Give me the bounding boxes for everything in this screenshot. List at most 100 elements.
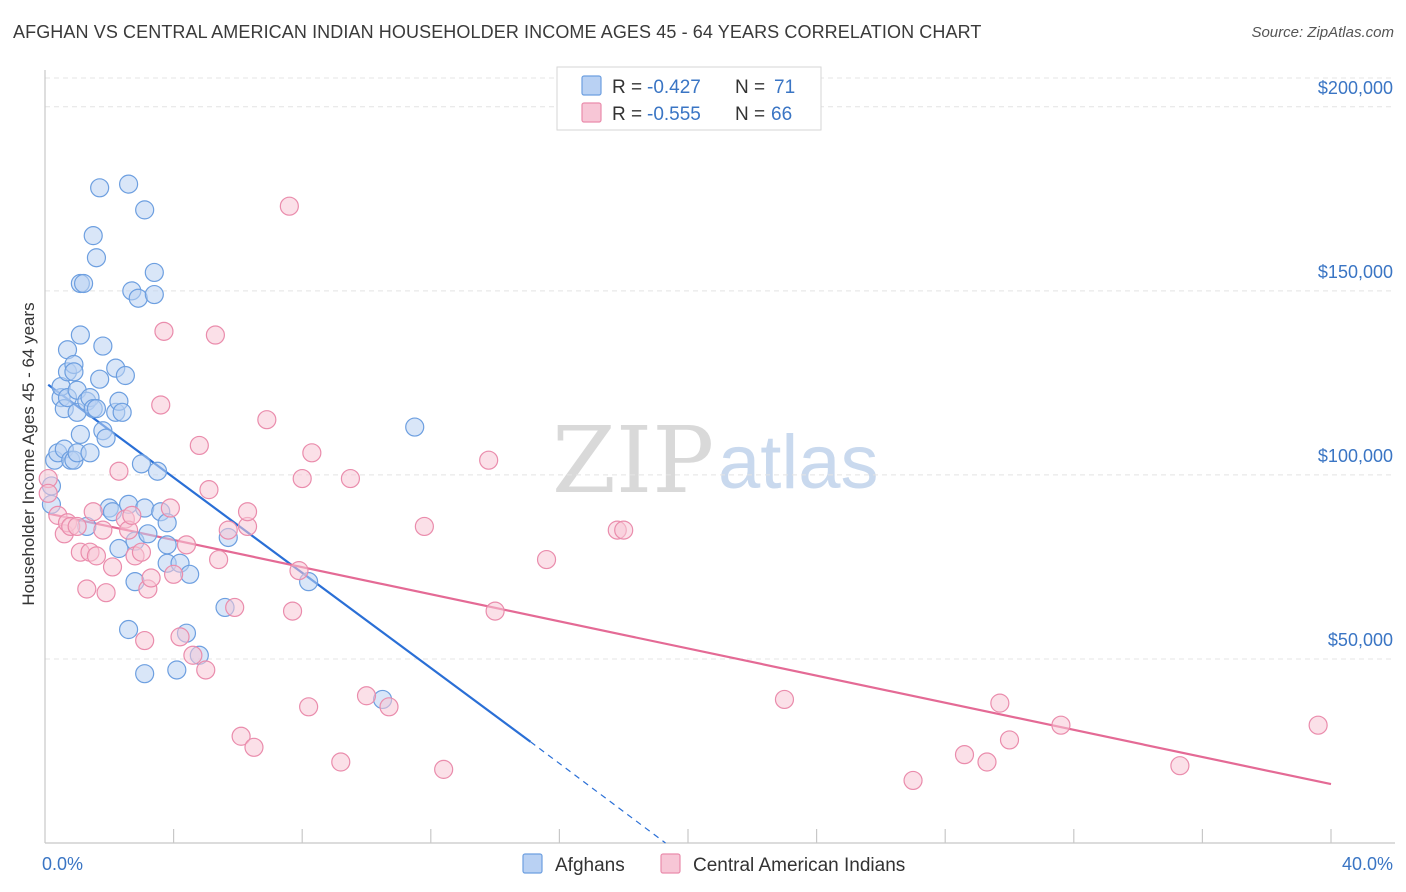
y-axis-label: Householder Income Ages 45 - 64 years xyxy=(19,302,38,605)
watermark: ZIP atlas xyxy=(552,407,879,514)
cai-point xyxy=(38,483,58,503)
cai-point xyxy=(83,502,103,522)
cai-point xyxy=(96,583,116,603)
chart-title: AFGHAN VS CENTRAL AMERICAN INDIAN HOUSEH… xyxy=(13,22,982,42)
cai-point xyxy=(340,468,361,489)
cai-point xyxy=(135,630,155,651)
cai-point xyxy=(93,520,113,540)
legend-r-label-1: R = xyxy=(612,77,642,98)
grid xyxy=(45,77,1395,660)
afghans-point xyxy=(131,454,152,474)
cai-point xyxy=(299,697,319,717)
afghans-legend-swatch xyxy=(581,75,602,96)
cai-point xyxy=(154,321,174,341)
y-tick-label: $100,000 xyxy=(1318,446,1393,466)
cai-point xyxy=(990,693,1010,713)
legend-n-value-2: 66 xyxy=(771,104,792,125)
legend-r-label-2: R = xyxy=(612,104,642,125)
afghans-point xyxy=(180,564,200,584)
cai-point xyxy=(218,520,238,540)
cai-point xyxy=(67,516,87,537)
legend-n-value-1: 71 xyxy=(774,77,795,98)
y-tick-label: $150,000 xyxy=(1318,262,1393,282)
afghans-point xyxy=(64,362,84,382)
x-tick-label: 40.0% xyxy=(1342,854,1393,874)
cai-point xyxy=(302,443,322,463)
stats-legend: R = -0.427 N = 71 R = -0.555 N = 66 xyxy=(556,66,822,131)
cai-point xyxy=(183,645,203,665)
cai-point xyxy=(109,461,129,481)
afghans-point xyxy=(90,369,110,389)
afghans-point xyxy=(86,399,107,419)
afghans-point xyxy=(70,325,90,345)
afghans-point xyxy=(144,284,164,305)
cai-series-swatch xyxy=(660,853,681,874)
data-points xyxy=(38,174,1328,791)
afghans-point xyxy=(128,288,148,308)
afghans-point xyxy=(405,417,425,437)
afghans-point xyxy=(112,402,132,422)
afghans-point xyxy=(157,535,177,555)
cai-point xyxy=(199,480,219,500)
y-tick-label: $200,000 xyxy=(1318,78,1393,98)
cai-point xyxy=(434,759,454,779)
cai-point xyxy=(205,325,225,345)
afghans-point xyxy=(86,248,107,268)
cai-point xyxy=(209,549,229,570)
cai-point xyxy=(954,745,975,765)
afghans-point xyxy=(109,538,129,559)
cai-point xyxy=(614,520,634,540)
cai-point xyxy=(999,730,1020,750)
cai-point xyxy=(774,689,795,710)
cai-point xyxy=(1051,715,1071,735)
cai-point xyxy=(225,597,245,618)
cai-point xyxy=(151,395,171,415)
afghans-series-swatch xyxy=(522,853,543,874)
cai-point xyxy=(196,660,216,680)
afghans-point xyxy=(135,200,155,220)
cai-point xyxy=(903,770,923,791)
afghans-trendline-extension xyxy=(530,741,666,844)
cai-point xyxy=(279,196,299,216)
x-tick-label: 0.0% xyxy=(42,854,83,874)
watermark-zip: ZIP xyxy=(552,407,714,514)
legend-n-label-1: N = xyxy=(735,77,765,98)
cai-point xyxy=(356,686,377,706)
trendlines xyxy=(47,383,1332,844)
cai-point xyxy=(231,726,251,746)
afghans-point xyxy=(135,664,155,684)
cai-point xyxy=(1308,715,1328,735)
legend-r-value-1: -0.427 xyxy=(647,77,701,98)
cai-point xyxy=(292,468,312,489)
legend-n-label-2: N = xyxy=(735,104,765,125)
cai-point xyxy=(257,410,277,430)
afghans-point xyxy=(96,428,116,448)
series-name-afghans: Afghans xyxy=(555,855,625,876)
cai-point xyxy=(176,535,197,555)
cai-point xyxy=(164,564,184,584)
afghans-point xyxy=(73,273,94,294)
cai-point xyxy=(237,502,258,522)
cai-point xyxy=(102,557,123,577)
cai-legend-swatch xyxy=(581,102,602,123)
cai-point xyxy=(289,561,309,581)
cai-point xyxy=(122,505,142,525)
series-legend: Afghans Central American Indians xyxy=(522,853,905,876)
afghans-point xyxy=(144,262,164,283)
afghans-point xyxy=(118,174,139,194)
cai-point xyxy=(160,498,180,518)
source-credit: Source: ZipAtlas.com xyxy=(1251,24,1394,41)
afghans-point xyxy=(115,365,135,386)
cai-point xyxy=(86,546,107,566)
cai-point xyxy=(1170,756,1190,776)
afghans-point xyxy=(70,424,90,445)
afghans-point xyxy=(167,660,187,680)
cai-point xyxy=(282,601,303,621)
cai-point xyxy=(536,549,557,570)
afghans-point xyxy=(138,524,158,544)
series-name-cai: Central American Indians xyxy=(693,855,905,876)
afghans-point xyxy=(147,461,168,481)
cai-point xyxy=(479,450,499,470)
axes: $50,000 $100,000 $150,000 $200,000 0.0% 40.0% xyxy=(42,70,1395,874)
cai-point xyxy=(977,752,997,772)
